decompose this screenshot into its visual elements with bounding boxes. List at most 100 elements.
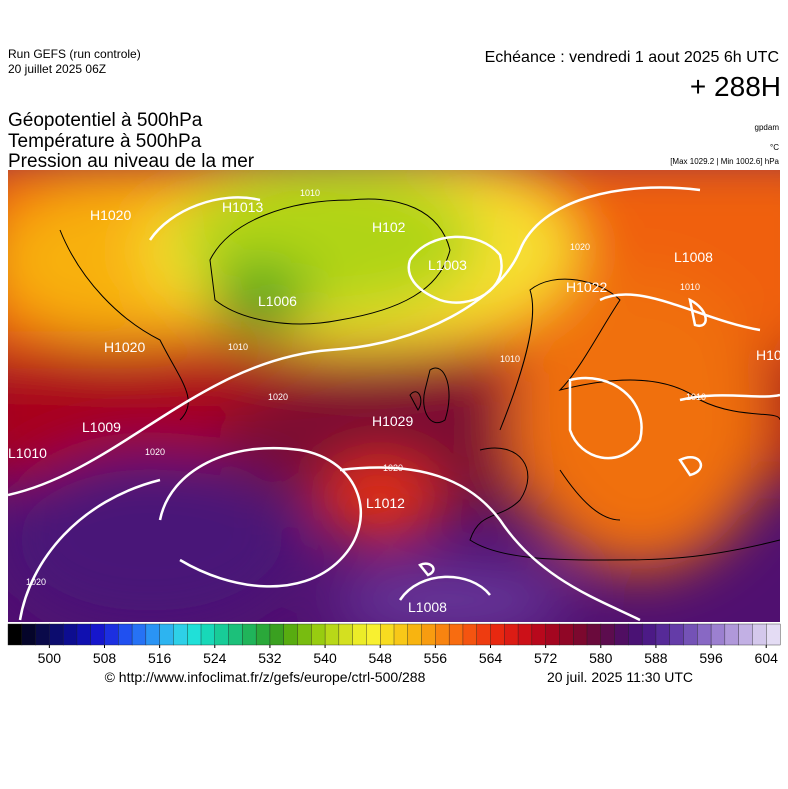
colorbar-cell [366,623,381,646]
colorbar-tick-label: 572 [534,650,558,666]
colorbar-cell [173,623,188,646]
colorbar-tick-label: 516 [148,650,172,666]
colorbar-cell [683,623,698,646]
field-label: Géopotentiel à 500hPa [8,110,203,131]
colorbar-cell [283,623,299,646]
colorbar-cell [76,623,92,646]
colorbar-cell [311,623,326,646]
isobar-label: 1020 [26,577,46,587]
unit-label: gpdam [755,123,780,132]
valid-time: Echéance : vendredi 1 aout 2025 6h UTC [485,49,779,66]
colorbar-cell [586,623,602,646]
isobars [8,186,780,622]
colorbar-cell [738,623,753,646]
source-url: © http://www.infoclimat.fr/z/gefs/europe… [105,669,426,685]
colorbar-cell [421,623,436,646]
colorbar-cell [242,623,257,646]
colorbar-cell [490,623,505,646]
colorbar-cell [380,623,395,646]
pressure-center: H1020 [104,339,145,355]
colorbar-cell [269,623,285,646]
colorbar-cell [90,623,106,646]
pressure-center: L1008 [674,249,713,265]
colorbar-cell [187,623,202,646]
unit-label: °C [770,143,779,152]
pressure-center: L1010 [8,445,47,461]
lead-time: + 288H [690,71,781,102]
colorbar-cell [766,623,781,646]
colorbar-cell [35,623,50,646]
colorbar-cell [697,623,712,646]
colorbar-cell [655,623,671,646]
colorbar-cell [21,623,37,646]
colorbar-cell [62,623,78,646]
colorbar-cell [559,623,574,646]
colorbar-cell [435,623,450,646]
colorbar-tick-label: 548 [369,650,393,666]
colorbar-tick-label: 508 [93,650,117,666]
issue-time: 20 juil. 2025 11:30 UTC [547,669,693,685]
isobar-label: 1010 [680,282,700,292]
coastlines [59,198,780,561]
colorbar-cell [159,623,174,646]
colorbar-cell [724,623,740,646]
colorbar-cell [352,623,367,646]
colorbar-cell [614,623,629,646]
isobar-label: 1020 [145,447,165,457]
isobar-label: 1010 [686,392,706,402]
colorbar-cell [600,623,616,646]
colorbar-tick-label: 596 [699,650,723,666]
unit-label: [Max 1029.2 | Min 1002.6] hPa [670,157,779,166]
colorbar-tick-label: 532 [258,650,282,666]
colorbar-cell [393,623,409,646]
colorbar-cell [145,623,161,646]
colorbar-cell [462,623,478,646]
pressure-center: H1013 [222,199,263,215]
colorbar-cell [476,623,492,646]
colorbar-cell [104,623,119,646]
pressure-center: L1006 [258,293,297,309]
isobar-label: 1010 [500,354,520,364]
colorbar: 500 508 516 524 532 540 548 556 564 572 580 588 596 6… [7,623,781,666]
colorbar-cell [641,623,657,646]
pressure-center: H1029 [372,413,413,429]
pressure-center: H102 [372,219,406,235]
pressure-center: L1008 [408,599,447,615]
colorbar-cell [297,623,312,646]
run-date: 20 juillet 2025 06Z [8,62,106,76]
colorbar-cell [710,623,726,646]
colorbar-cell [131,623,147,646]
colorbar-cell [338,623,354,646]
colorbar-cell [49,623,64,646]
colorbar-tick-label: 588 [644,650,668,666]
colorbar-cell [7,623,23,646]
isobar-label: 1010 [300,188,320,198]
colorbar-cell [255,623,271,646]
pressure-center: H1022 [566,279,607,295]
colorbar-tick-label: 524 [203,650,227,666]
pressure-center: H10 [756,347,782,363]
colorbar-tick-label: 604 [755,650,779,666]
pressure-center: L1003 [428,257,467,273]
colorbar-cell [448,623,464,646]
pressure-center: H1020 [90,207,131,223]
colorbar-tick-label: 540 [313,650,337,666]
colorbar-cell [628,623,643,646]
colorbar-cell [545,623,560,646]
pressure-center: L1009 [82,419,121,435]
colorbar-cell [752,623,767,646]
field-label: Pression au niveau de la mer [8,151,255,172]
map: H1020 H1013 H102 L1003 L1006 H1020 L1009 L1010 H… [8,170,782,622]
isobar-label: 1020 [570,242,590,252]
colorbar-cell [669,623,685,646]
colorbar-cell [324,623,340,646]
colorbar-cell [531,623,547,646]
pressure-labels: H1020 H1013 H102 L1003 L1006 H1020 L1009 L1010 H… [8,188,782,615]
colorbar-cell [200,623,216,646]
colorbar-cell [118,623,133,646]
colorbar-cell [407,623,423,646]
field-label: Température à 500hPa [8,131,202,152]
colorbar-cell [573,623,588,646]
